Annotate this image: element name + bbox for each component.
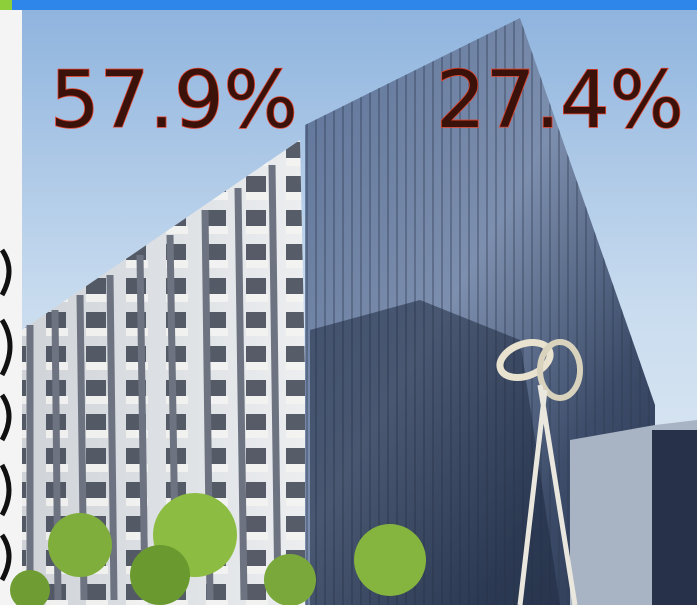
percentage-label: 27.4% bbox=[436, 56, 684, 146]
left-strip bbox=[0, 10, 22, 605]
tree bbox=[130, 545, 190, 605]
top-bar-fill bbox=[0, 0, 697, 10]
tree bbox=[354, 524, 426, 596]
photo-slide: 57.9% 27.4% bbox=[0, 0, 697, 605]
strip-bg bbox=[0, 10, 22, 605]
body: 57.9% 27.4% (() => { const data = JSON.p… bbox=[0, 0, 697, 605]
top-bar-accent bbox=[0, 0, 12, 10]
side-block-glass bbox=[652, 430, 697, 605]
page: {"labels": ["57.9%", "27.4%"]} html, bod… bbox=[0, 0, 697, 605]
tree bbox=[48, 513, 112, 577]
top-bar bbox=[0, 0, 697, 10]
tree bbox=[264, 554, 316, 605]
percentage-label: 57.9% bbox=[50, 56, 298, 146]
